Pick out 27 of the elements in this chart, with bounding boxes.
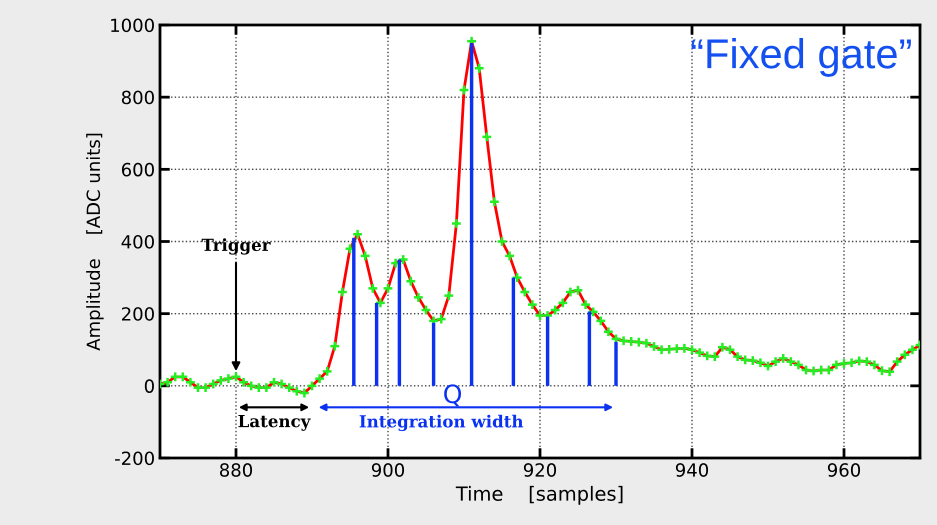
x-tick-label: 920: [524, 463, 556, 477]
bar: [352, 238, 356, 386]
bar: [470, 43, 474, 386]
y-tick-label: -200: [115, 451, 154, 466]
x-tick-label: 960: [828, 463, 860, 477]
bar: [546, 316, 550, 386]
x-tick-label: 880: [220, 463, 252, 477]
x-axis-title: Time [samples]: [456, 486, 622, 505]
y-tick-label: 1000: [111, 18, 154, 32]
x-tick-label: 900: [372, 463, 404, 477]
y-tick-label: 400: [122, 234, 154, 249]
bar: [432, 322, 436, 386]
annotation: Latency: [238, 414, 311, 431]
bar: [588, 312, 592, 386]
bar: [398, 260, 402, 386]
annotation: Trigger: [202, 238, 271, 255]
y-tick-label: 600: [122, 162, 154, 176]
annotation: Q: [444, 384, 462, 406]
bar: [374, 302, 378, 386]
y-tick-label: 0: [144, 379, 154, 393]
x-tick-label: 940: [676, 463, 708, 477]
y-tick-label: 200: [122, 307, 154, 321]
bar: [512, 278, 516, 386]
y-tick-label: 800: [122, 90, 154, 104]
annotation: Integration width: [360, 414, 524, 432]
y-axis-title: Amplitude [ADC units]: [86, 134, 104, 351]
annotation: “Fixed gate”: [692, 38, 911, 77]
